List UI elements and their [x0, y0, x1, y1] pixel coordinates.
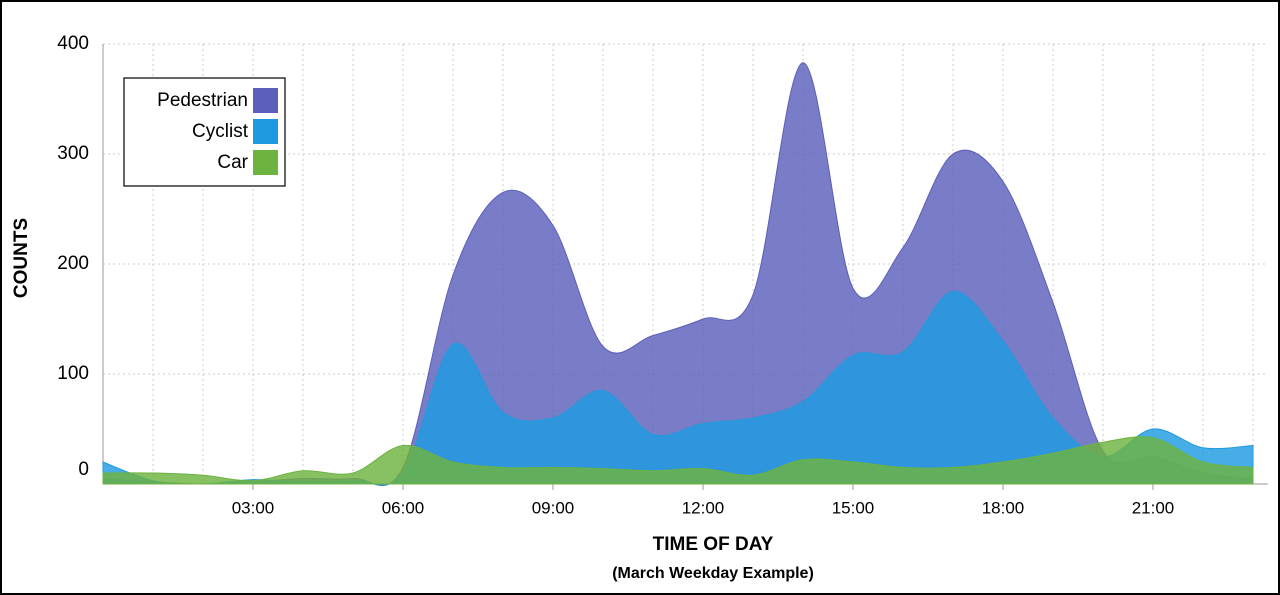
x-tick-label: 09:00 [532, 498, 575, 517]
legend-swatch [253, 88, 278, 113]
legend-label: Pedestrian [157, 90, 248, 111]
area [102, 436, 1254, 485]
y-tick-label: 0 [78, 459, 89, 480]
legend-label: Cyclist [192, 121, 249, 142]
x-tick-label: 21:00 [1132, 498, 1175, 517]
y-tick-label: 400 [57, 33, 89, 54]
subtitle: (March Weekday Example) [612, 565, 814, 582]
y-tick-label: 100 [57, 363, 89, 384]
y-tick-label: 200 [57, 253, 89, 274]
x-tick-label: 15:00 [832, 498, 875, 517]
y-axis-label: COUNTS [11, 218, 32, 298]
x-axis-label: TIME OF DAY [653, 534, 774, 555]
x-tick-label: 03:00 [232, 498, 275, 517]
legend-swatch [253, 119, 278, 144]
x-tick-label: 12:00 [682, 498, 725, 517]
x-tick-label: 06:00 [382, 498, 425, 517]
y-tick-label: 300 [57, 143, 89, 164]
legend-swatch [253, 150, 278, 175]
legend: Pedestrian Cyclist Car [123, 77, 286, 187]
legend-label: Car [217, 152, 248, 173]
x-tick-label: 18:00 [982, 498, 1025, 517]
